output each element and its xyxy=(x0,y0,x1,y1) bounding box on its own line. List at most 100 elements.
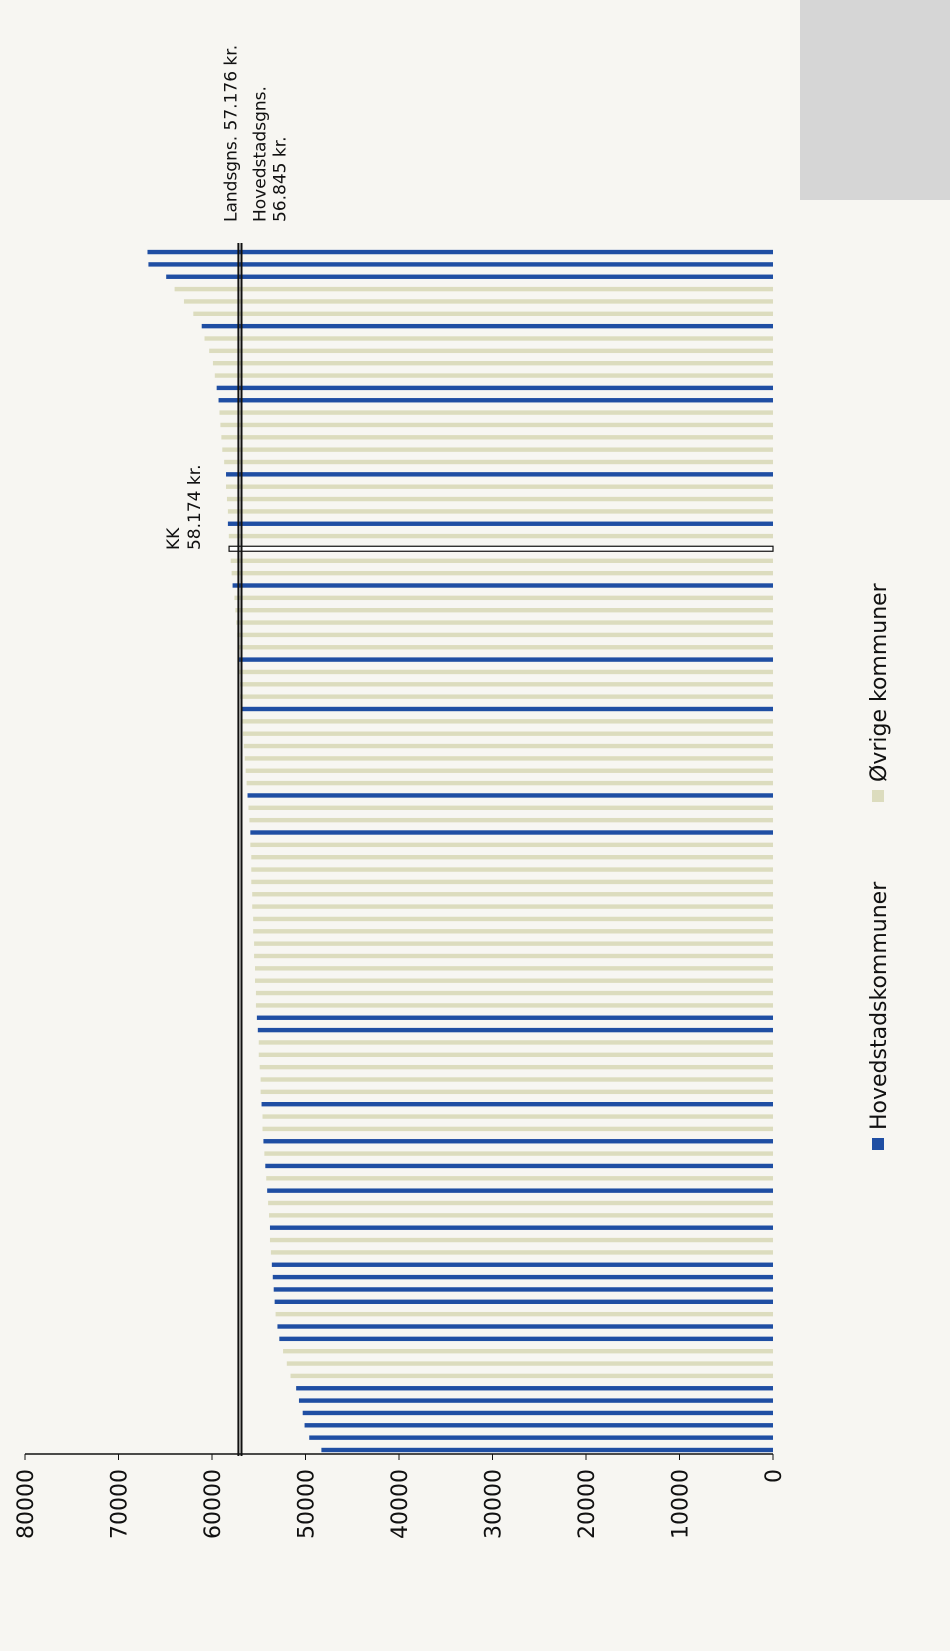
highlight-label: KK xyxy=(164,527,184,550)
bar xyxy=(242,731,774,736)
bar xyxy=(269,1213,773,1218)
bar xyxy=(268,1200,773,1206)
bar xyxy=(256,1015,773,1020)
bar xyxy=(251,879,773,885)
legend-swatch xyxy=(872,1138,884,1150)
bar xyxy=(204,336,773,341)
bar xyxy=(253,929,773,934)
bar xyxy=(267,1188,773,1193)
bar xyxy=(232,583,773,588)
bar xyxy=(255,978,773,983)
bar xyxy=(251,867,773,872)
bar xyxy=(251,855,773,860)
bar xyxy=(239,669,774,675)
bar xyxy=(240,682,774,687)
bar xyxy=(269,1237,773,1243)
bar xyxy=(228,533,773,539)
bar xyxy=(302,1410,773,1416)
bar xyxy=(262,1126,773,1132)
highlight-bar xyxy=(228,545,774,552)
legend-label: Øvrige kommuner xyxy=(867,582,892,782)
bar xyxy=(265,1163,773,1169)
bar xyxy=(226,472,773,477)
bar xyxy=(216,385,774,391)
bar xyxy=(271,1262,773,1267)
bar xyxy=(274,1299,773,1304)
reference-label: Landsgns. 57.176 kr. xyxy=(221,45,241,222)
y-tick-label: 80000 xyxy=(14,1469,39,1539)
bar xyxy=(264,1151,773,1156)
y-tick-label: 10000 xyxy=(669,1469,694,1539)
bar xyxy=(247,793,773,798)
bar xyxy=(240,706,774,712)
highlight-label: 58.174 kr. xyxy=(185,464,205,550)
bar xyxy=(246,780,774,786)
bar xyxy=(272,1274,773,1280)
bar xyxy=(254,953,773,959)
bar xyxy=(227,509,773,514)
bar xyxy=(257,1027,773,1033)
bar xyxy=(239,657,774,662)
bar xyxy=(255,966,773,971)
bar xyxy=(259,1064,773,1070)
bar xyxy=(249,817,773,823)
bar xyxy=(250,842,773,848)
y-tick-label: 50000 xyxy=(295,1469,320,1539)
bar xyxy=(255,990,773,996)
bar xyxy=(290,1373,773,1379)
bar xyxy=(254,941,773,946)
bar xyxy=(253,916,773,922)
bar xyxy=(226,484,773,489)
bar xyxy=(270,1250,773,1255)
bar xyxy=(236,620,773,625)
bar xyxy=(227,521,773,526)
bar xyxy=(263,1139,773,1144)
bar xyxy=(201,323,774,329)
bar xyxy=(258,1040,773,1045)
bar xyxy=(219,410,774,415)
y-tick-label: 40000 xyxy=(388,1469,413,1539)
bar xyxy=(193,311,774,316)
bar xyxy=(260,1077,773,1082)
bar xyxy=(258,1052,773,1057)
bar xyxy=(245,768,773,773)
bar xyxy=(231,570,773,576)
bar xyxy=(252,892,773,897)
legend-label: Hovedstadskommuner xyxy=(867,881,892,1130)
y-tick-label: 0 xyxy=(762,1469,787,1483)
bar xyxy=(321,1447,773,1453)
bar xyxy=(222,447,773,452)
bar xyxy=(237,632,773,638)
bar xyxy=(298,1398,773,1403)
legend-swatch xyxy=(872,790,884,802)
bar xyxy=(214,373,773,378)
bar xyxy=(252,904,773,909)
reference-label: Hovedstadsgns. xyxy=(250,86,270,222)
bar xyxy=(220,422,774,428)
reference-label: 56.845 kr. xyxy=(270,136,290,222)
bar xyxy=(218,398,774,403)
bar xyxy=(304,1423,773,1428)
bar xyxy=(235,608,773,613)
bar xyxy=(266,1176,773,1181)
bar xyxy=(224,459,773,465)
bar xyxy=(275,1311,773,1317)
bar xyxy=(147,249,774,255)
bar xyxy=(244,756,774,761)
bar xyxy=(283,1349,773,1354)
bar xyxy=(260,1089,773,1095)
y-tick-label: 60000 xyxy=(201,1469,226,1539)
bar xyxy=(279,1336,773,1342)
bar xyxy=(212,361,773,366)
bar xyxy=(174,286,774,292)
bar xyxy=(250,830,773,835)
bar xyxy=(166,274,773,279)
bar xyxy=(296,1386,773,1391)
bar xyxy=(309,1435,773,1440)
bar xyxy=(238,645,773,650)
bar xyxy=(183,299,773,304)
bar xyxy=(248,805,774,810)
bar xyxy=(148,262,774,267)
bar xyxy=(262,1114,773,1119)
